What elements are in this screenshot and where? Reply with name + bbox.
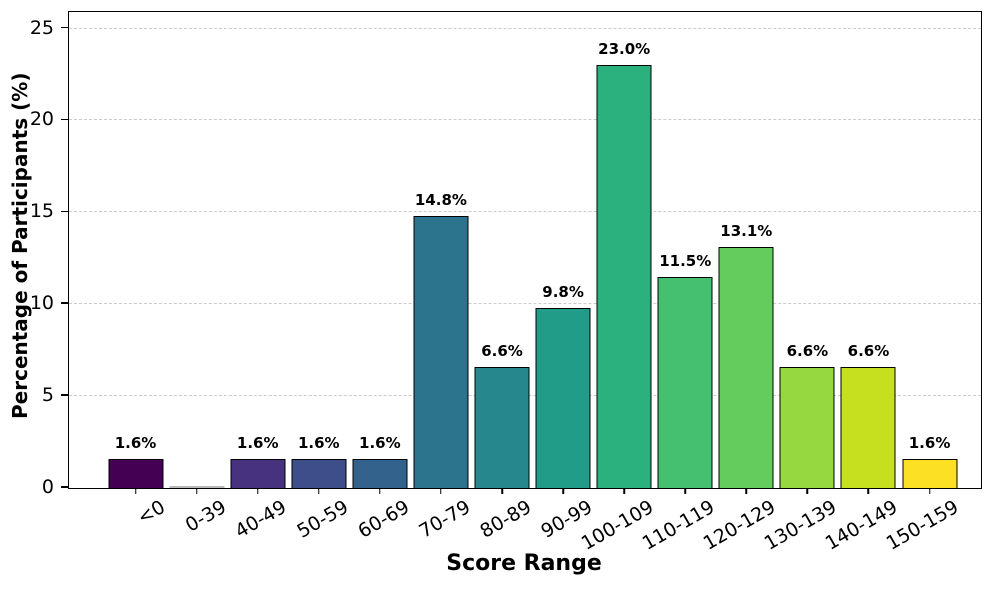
bar-column: 9.8% 90-99 bbox=[533, 12, 596, 543]
bar-column: 1.6% 40-49 bbox=[227, 12, 291, 543]
x-tick-label: 40-49 bbox=[231, 496, 291, 543]
bar-column: 0-39 bbox=[166, 12, 230, 537]
bar-column: 14.8% 70-79 bbox=[410, 12, 474, 543]
bar-column: 13.1% 120-129 bbox=[700, 12, 780, 554]
x-tick-label: 50-59 bbox=[292, 496, 352, 543]
bar-value-label: 1.6% bbox=[908, 433, 951, 452]
gridline bbox=[69, 211, 981, 213]
bar bbox=[413, 216, 469, 488]
bar bbox=[291, 458, 347, 488]
bar bbox=[230, 458, 286, 488]
bar-column: 11.5% 110-119 bbox=[638, 12, 718, 555]
x-tick-mark bbox=[684, 488, 686, 494]
x-tick-mark bbox=[318, 488, 320, 494]
y-tick-mark bbox=[61, 486, 68, 488]
bar-value-label: 11.5% bbox=[659, 251, 712, 270]
x-tick-mark bbox=[623, 488, 625, 494]
y-tick-mark bbox=[61, 394, 68, 396]
y-axis: 0 5 10 15 20 25 bbox=[0, 11, 68, 497]
y-tick-mark bbox=[61, 118, 68, 121]
x-tick-mark bbox=[440, 488, 442, 494]
x-tick-mark bbox=[379, 488, 381, 494]
y-tick-label: 20 bbox=[29, 108, 54, 131]
bar bbox=[657, 276, 713, 488]
bar bbox=[108, 458, 164, 488]
bar-column: 6.6% 140-149 bbox=[822, 12, 902, 555]
bar bbox=[474, 366, 530, 488]
x-tick-mark bbox=[745, 488, 748, 494]
x-tick-mark bbox=[562, 488, 564, 494]
x-tick-label: 70-79 bbox=[415, 496, 474, 543]
gridline bbox=[69, 303, 981, 305]
bar-column: 1.6% 150-159 bbox=[883, 12, 963, 555]
bar-columns: 1.6% <0 0-39 1.6% 40-49 1.6% 50-59 1.6% 60-69 14.… bbox=[69, 12, 981, 555]
bar bbox=[596, 65, 652, 488]
bar-value-label: 13.1% bbox=[720, 222, 773, 241]
gridline bbox=[69, 119, 981, 121]
bar-column: 1.6% 60-69 bbox=[349, 12, 413, 543]
bar-value-label: 6.6% bbox=[481, 341, 523, 360]
y-tick-label: 10 bbox=[29, 292, 54, 315]
bar-column: 6.6% 130-139 bbox=[761, 12, 841, 555]
bar-value-label: 1.6% bbox=[297, 433, 340, 452]
bar bbox=[902, 458, 958, 488]
bar-value-label: 1.6% bbox=[114, 433, 157, 452]
bar bbox=[352, 458, 408, 488]
x-tick-mark bbox=[195, 488, 198, 494]
gridline bbox=[69, 27, 981, 29]
bar-column: 23.0% 100-109 bbox=[577, 12, 657, 554]
bar-value-label: 1.6% bbox=[236, 433, 279, 452]
y-tick-label: 15 bbox=[29, 200, 54, 223]
x-tick-label: 80-89 bbox=[476, 496, 536, 543]
bar-column: 6.6% 80-89 bbox=[471, 12, 535, 543]
x-tick-label: 0-39 bbox=[181, 496, 230, 537]
x-tick-label: <0 bbox=[133, 496, 169, 530]
x-tick-label: 60-69 bbox=[354, 496, 413, 543]
bar-column: 1.6% 50-59 bbox=[288, 12, 352, 543]
x-axis-title: Score Range bbox=[446, 551, 602, 576]
bar-value-label: 14.8% bbox=[414, 191, 467, 209]
y-tick-mark bbox=[61, 302, 68, 304]
bar bbox=[718, 247, 774, 488]
x-tick-mark bbox=[867, 488, 870, 494]
y-tick-label: 0 bbox=[41, 476, 54, 498]
plot-area: 1.6% <0 0-39 1.6% 40-49 1.6% 50-59 1.6% 60-69 14.… bbox=[68, 11, 982, 555]
bar-value-label: 23.0% bbox=[598, 40, 651, 59]
bar bbox=[169, 486, 225, 488]
y-tick-label: 5 bbox=[41, 384, 54, 407]
bar-value-label: 9.8% bbox=[542, 282, 584, 301]
x-tick-mark bbox=[134, 488, 137, 494]
x-tick-mark bbox=[501, 488, 503, 494]
bar-value-label: 6.6% bbox=[786, 341, 829, 360]
bar bbox=[535, 307, 591, 488]
y-tick-mark bbox=[61, 210, 68, 213]
bar-value-label: 6.6% bbox=[847, 341, 890, 360]
y-tick-mark bbox=[61, 26, 68, 29]
x-tick-mark bbox=[928, 488, 931, 494]
x-tick-mark bbox=[256, 488, 259, 494]
bar bbox=[840, 366, 896, 488]
bar-value-label: 1.6% bbox=[359, 433, 401, 452]
bar bbox=[779, 366, 835, 488]
bar-column: 1.6% <0 bbox=[105, 12, 169, 529]
x-tick-mark bbox=[806, 488, 809, 494]
y-tick-label: 25 bbox=[29, 16, 54, 39]
